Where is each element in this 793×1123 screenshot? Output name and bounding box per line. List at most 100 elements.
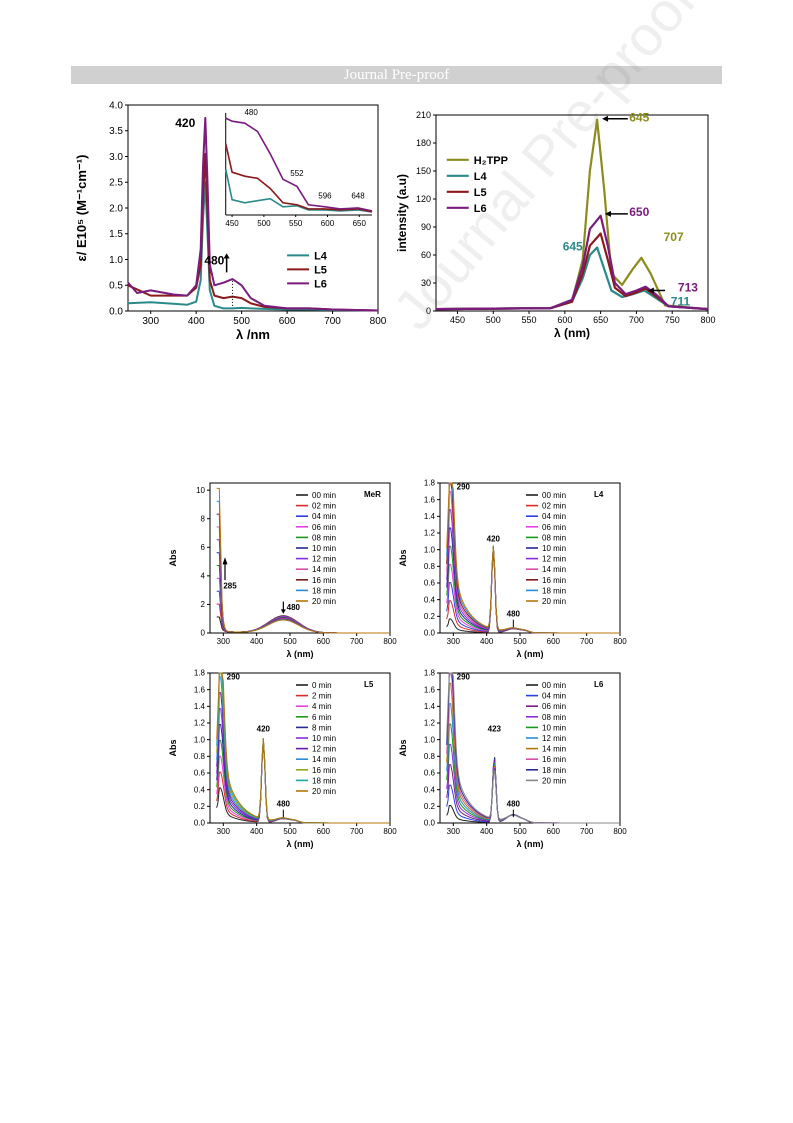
series-line [216, 676, 390, 824]
y-axis-label: Abs [398, 739, 408, 756]
inset-line-l5 [224, 143, 373, 213]
legend-label: 16 min [542, 576, 566, 585]
legend-label: 04 min [312, 512, 336, 521]
x-axis-label: λ (nm) [287, 839, 314, 849]
plot-frame [209, 672, 391, 824]
inset-annotation-552: 552 [290, 169, 304, 178]
annotation-soret: 420 [487, 534, 501, 543]
x-tick-label: 300 [142, 316, 159, 327]
y-tick-label: 0.4 [424, 595, 436, 604]
legend-label: 20 min [542, 597, 566, 606]
y-tick-label: 4.0 [109, 100, 123, 111]
y-tick-label: 0 [201, 629, 206, 638]
x-tick-label: 600 [547, 827, 561, 836]
y-tick-label: 0.2 [424, 612, 436, 621]
peak-annotation-707: 707 [664, 230, 684, 244]
y-tick-label: 1.6 [424, 495, 436, 504]
x-tick-label: 500 [233, 316, 250, 327]
x-axis-label: λ (nm) [517, 839, 544, 849]
inset-x-tick-label: 650 [353, 219, 367, 228]
legend-label: 14 min [542, 745, 566, 754]
x-tick-label: 700 [350, 637, 364, 646]
x-tick-label: 600 [557, 315, 572, 325]
series-line [216, 603, 390, 634]
plot-frame [209, 482, 391, 634]
series-line [446, 482, 620, 634]
x-tick-label: 800 [383, 637, 397, 646]
panel-label: L4 [594, 490, 604, 499]
x-tick-label: 500 [486, 315, 501, 325]
y-tick-label: 1.8 [424, 479, 436, 488]
y-axis-label: Abs [168, 549, 178, 566]
x-axis-label: λ (nm) [554, 326, 590, 340]
x-tick-label: 550 [522, 315, 537, 325]
legend-label: 06 min [312, 523, 336, 532]
x-tick-label: 700 [324, 316, 341, 327]
y-tick-label: 0.4 [424, 785, 436, 794]
legend-label: 00 min [542, 491, 566, 500]
arrow-head [604, 210, 611, 217]
legend-label: 00 min [312, 491, 336, 500]
emission-chart: 450 500 550 600 650 700 750 800 0 30 60 90 120 150 180… [395, 110, 716, 340]
legend-label: 08 min [542, 713, 566, 722]
legend-label: 16 min [542, 755, 566, 764]
arrow-head-480 [223, 253, 230, 259]
legend-label: 20 min [542, 776, 566, 785]
inset-annotation-596: 596 [318, 192, 332, 201]
x-tick-label: 300 [447, 637, 461, 646]
legend-label: 2 min [312, 692, 332, 701]
y-tick-label: 1.8 [424, 669, 436, 678]
series-line [216, 692, 390, 824]
legend-label: 14 min [312, 565, 336, 574]
series-line [216, 577, 390, 634]
legend-label: 14 min [312, 755, 336, 764]
annotation-480: 480 [507, 609, 521, 618]
x-axis-label: λ (nm) [517, 649, 544, 659]
inset-x-tick-label: 450 [225, 219, 239, 228]
x-tick-label: 700 [350, 827, 364, 836]
y-axis-label: Abs [398, 549, 408, 566]
y-tick-label: 1.2 [194, 719, 206, 728]
arrow-head [647, 287, 654, 294]
annotation-480: 480 [287, 603, 301, 612]
legend-label: 08 min [542, 533, 566, 542]
series-line [446, 672, 620, 824]
legend-label: L5 [474, 187, 487, 199]
x-tick-label: 700 [629, 315, 644, 325]
y-tick-label: 4 [201, 572, 206, 581]
plot-frame [439, 482, 621, 634]
series-line-l4 [127, 181, 379, 312]
x-tick-label: 650 [593, 315, 608, 325]
legend-label: 12 min [542, 555, 566, 564]
x-tick-label: 800 [700, 315, 715, 325]
inset-annotation-648: 648 [351, 192, 365, 201]
x-tick-label: 400 [250, 637, 264, 646]
peak-annotation-645: 645 [563, 239, 583, 253]
y-tick-label: 0.6 [194, 769, 206, 778]
y-tick-label: 1.5 [109, 229, 123, 240]
annotation-290: 290 [227, 673, 241, 682]
annotation-soret: 423 [488, 724, 502, 733]
series-line [216, 487, 390, 634]
legend-label: 0 min [312, 681, 332, 690]
annotation-soret: 420 [257, 724, 271, 733]
x-tick-label: 600 [547, 637, 561, 646]
y-axis-label: Abs [168, 739, 178, 756]
y-tick-label: 1.4 [424, 702, 436, 711]
y-tick-label: 1.0 [194, 735, 206, 744]
peak-annotation-711: 711 [671, 294, 691, 308]
legend-label: 12 min [312, 745, 336, 754]
legend-label: 18 min [312, 586, 336, 595]
x-tick-label: 750 [665, 315, 680, 325]
inset-x-tick-label: 600 [321, 219, 335, 228]
series-line-l6 [127, 116, 379, 312]
legend-label: 04 min [542, 512, 566, 521]
legend-label: 18 min [312, 776, 336, 785]
legend-label: 06 min [542, 702, 566, 711]
x-tick-label: 300 [447, 827, 461, 836]
y-tick-label: 150 [416, 166, 431, 176]
series-line [216, 565, 390, 634]
absorption-chart: 300 400 500 600 700 800 0.0 0.5 1.0 1.5 2.0 2.5 3.0 3… [74, 100, 387, 342]
arrow-head [602, 115, 609, 122]
legend-label: 14 min [542, 565, 566, 574]
